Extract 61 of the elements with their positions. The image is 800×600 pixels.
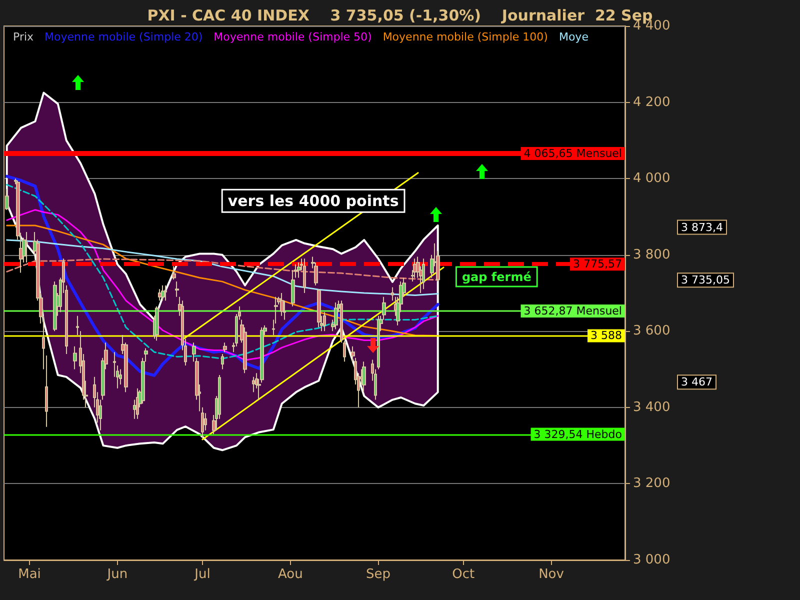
candlestick (297, 262, 301, 278)
candlestick (343, 340, 346, 362)
x-tick-label: Aou (278, 567, 303, 582)
x-tick-label: Jun (106, 567, 128, 582)
ref-line-label: 3 329,54 Hebdo (534, 428, 622, 441)
x-tick-label: Oct (452, 567, 475, 582)
candlestick (340, 300, 343, 344)
y-tick-label: 3 600 (633, 324, 670, 339)
candlestick (377, 315, 380, 370)
candlestick (317, 288, 321, 328)
ref-line-label: 3 588 (590, 329, 622, 342)
candlestick (155, 306, 159, 342)
candlestick (323, 312, 326, 332)
candlestick (172, 266, 176, 280)
candlestick (53, 281, 57, 332)
candlestick (223, 342, 227, 353)
ref-line-label: 3 775,57 (573, 258, 622, 271)
text: Moye (558, 30, 589, 44)
y-tick-label: 3 400 (633, 400, 670, 415)
x-tick-label: Mai (18, 567, 41, 582)
x-tick-label: Nov (538, 567, 564, 582)
candlestick (161, 284, 165, 302)
candlestick (5, 188, 9, 210)
y-tick-label: 3 800 (633, 247, 670, 262)
ref-line-label: 3 652,87 Mensuel (524, 304, 622, 318)
candlestick (25, 231, 28, 263)
annotation: vers les 4000 points (228, 192, 399, 210)
candlestick (73, 346, 77, 370)
text: Prix (13, 30, 34, 44)
text: Moyenne mobile (Simple 20) (44, 30, 203, 44)
annotation: gap fermé (462, 270, 532, 284)
candlestick (201, 406, 204, 438)
ref-line-label: 4 065,65 Mensuel (524, 147, 622, 160)
text: 3 735,05 (681, 274, 730, 287)
y-tick-label: 3 200 (633, 476, 670, 492)
candlestick (45, 355, 48, 428)
candlestick (391, 286, 394, 302)
line-series (6, 239, 439, 296)
text: Moyenne mobile (Simple 100) (382, 30, 548, 44)
x-tick-label: Sep (366, 567, 391, 582)
text: Moyenne mobile (Simple 50) (214, 30, 372, 44)
candlestick (334, 302, 338, 330)
x-tick-label: Jul (194, 567, 210, 582)
line-series (6, 224, 439, 336)
line-series (6, 209, 439, 361)
candlestick (76, 315, 79, 336)
candlestick (158, 288, 162, 302)
candlestick (422, 258, 425, 290)
candlestick (164, 284, 167, 302)
candlestick (119, 368, 122, 386)
text: 3 873,4 (681, 220, 723, 234)
y-tick-label: 4 200 (633, 94, 670, 110)
y-tick-label: 3 000 (633, 552, 670, 568)
candlestick (362, 361, 366, 393)
candlestick (280, 292, 284, 316)
y-tick-label: 4 000 (633, 171, 670, 186)
text: 3 467 (681, 376, 712, 389)
candlestick (221, 354, 224, 370)
candlestick (136, 388, 139, 420)
candlestick (175, 281, 179, 298)
candlestick (252, 376, 255, 393)
